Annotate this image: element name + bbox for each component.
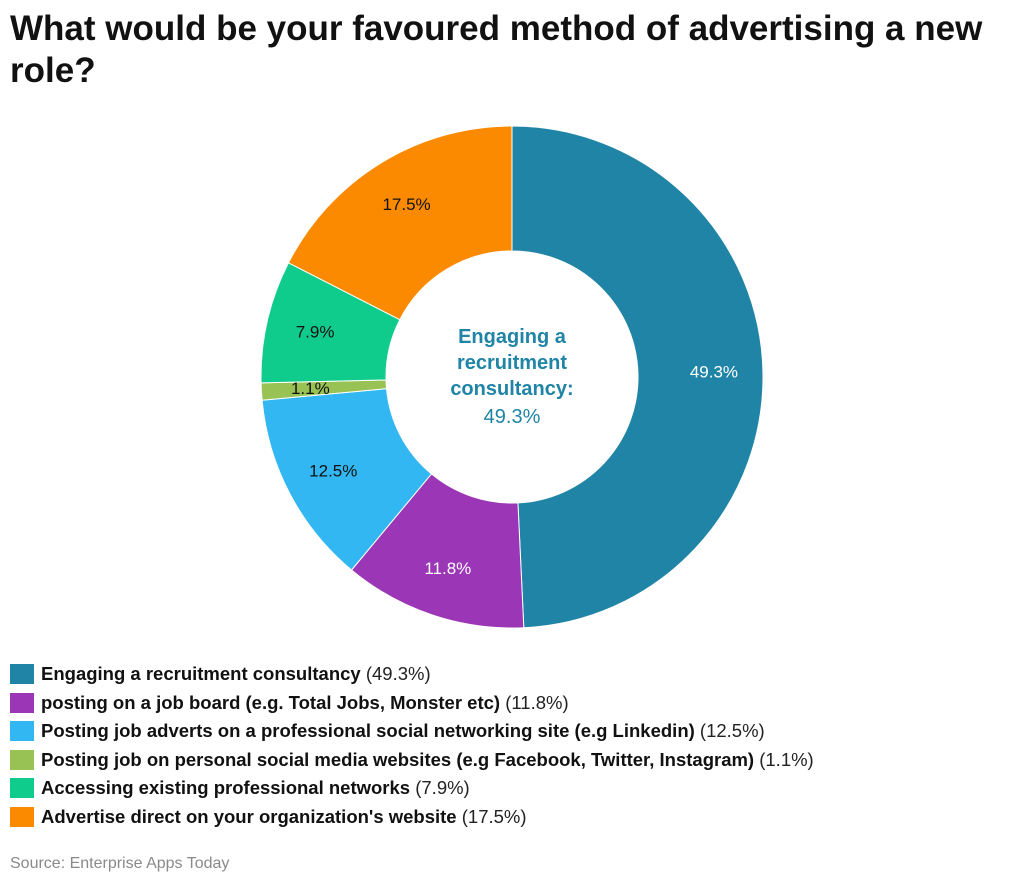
slice-group [260, 125, 764, 629]
legend-label: Engaging a recruitment consultancy [41, 663, 361, 685]
legend-value: (12.5%) [694, 720, 765, 742]
data-label-group: 49.3% 11.8% 12.5% 1.1% 7.9% 17.5% [291, 195, 738, 578]
source-note: Source: Enterprise Apps Today [10, 855, 230, 872]
center-category-line: Engaging a [458, 326, 567, 348]
legend: Engaging a recruitment consultancy (49.3… [10, 660, 1010, 831]
slice-0 [511, 125, 764, 629]
legend-swatch [10, 692, 34, 713]
legend-swatch [10, 664, 34, 685]
donut-chart: 49.3% 11.8% 12.5% 1.1% 7.9% 17.5% Engaging a r… [260, 125, 764, 629]
center-category-line: consultancy: [450, 378, 573, 400]
center-value: 49.3% [484, 406, 541, 428]
legend-item: Posting job adverts on a professional so… [10, 717, 1010, 746]
legend-label: Accessing existing professional networks [41, 777, 411, 799]
legend-text: Engaging a recruitment consultancy (49.3… [41, 663, 431, 685]
center-category-line: recruitment [457, 352, 567, 374]
legend-value: (1.1%) [754, 748, 814, 770]
legend-text: Accessing existing professional networks… [41, 777, 470, 799]
data-label-5: 17.5% [382, 195, 430, 214]
data-label-2: 12.5% [309, 462, 357, 481]
legend-label: Posting job on personal social media web… [41, 748, 755, 770]
legend-text: posting on a job board (e.g. Total Jobs,… [41, 692, 569, 714]
legend-value: (49.3%) [360, 663, 431, 685]
legend-value: (17.5%) [456, 805, 527, 827]
legend-item: Accessing existing professional networks… [10, 774, 1010, 803]
legend-item: Engaging a recruitment consultancy (49.3… [10, 660, 1010, 689]
legend-text: Posting job on personal social media web… [41, 749, 814, 771]
center-label: Engaging a recruitment consultancy: 49.3% [450, 326, 573, 428]
slice-1 [350, 473, 525, 629]
legend-value: (11.8%) [500, 691, 569, 713]
legend-text: Advertise direct on your organization's … [41, 806, 527, 828]
legend-swatch [10, 806, 34, 827]
chart-title: What would be your favoured method of ad… [10, 9, 983, 90]
legend-swatch [10, 778, 34, 799]
legend-label: Posting job adverts on a professional so… [41, 720, 695, 742]
legend-item: Advertise direct on your organization's … [10, 803, 1010, 832]
legend-text: Posting job adverts on a professional so… [41, 720, 765, 742]
legend-item: Posting job on personal social media web… [10, 746, 1010, 775]
legend-label: posting on a job board (e.g. Total Jobs,… [41, 691, 501, 713]
data-label-3: 1.1% [291, 379, 330, 398]
data-label-4: 7.9% [296, 323, 335, 342]
data-label-0: 49.3% [690, 363, 738, 382]
legend-swatch [10, 721, 34, 742]
legend-item: posting on a job board (e.g. Total Jobs,… [10, 689, 1010, 718]
slice-5 [287, 125, 513, 321]
legend-swatch [10, 749, 34, 770]
data-label-1: 11.8% [424, 559, 471, 578]
legend-label: Advertise direct on your organization's … [41, 805, 457, 827]
legend-value: (7.9%) [410, 777, 470, 799]
